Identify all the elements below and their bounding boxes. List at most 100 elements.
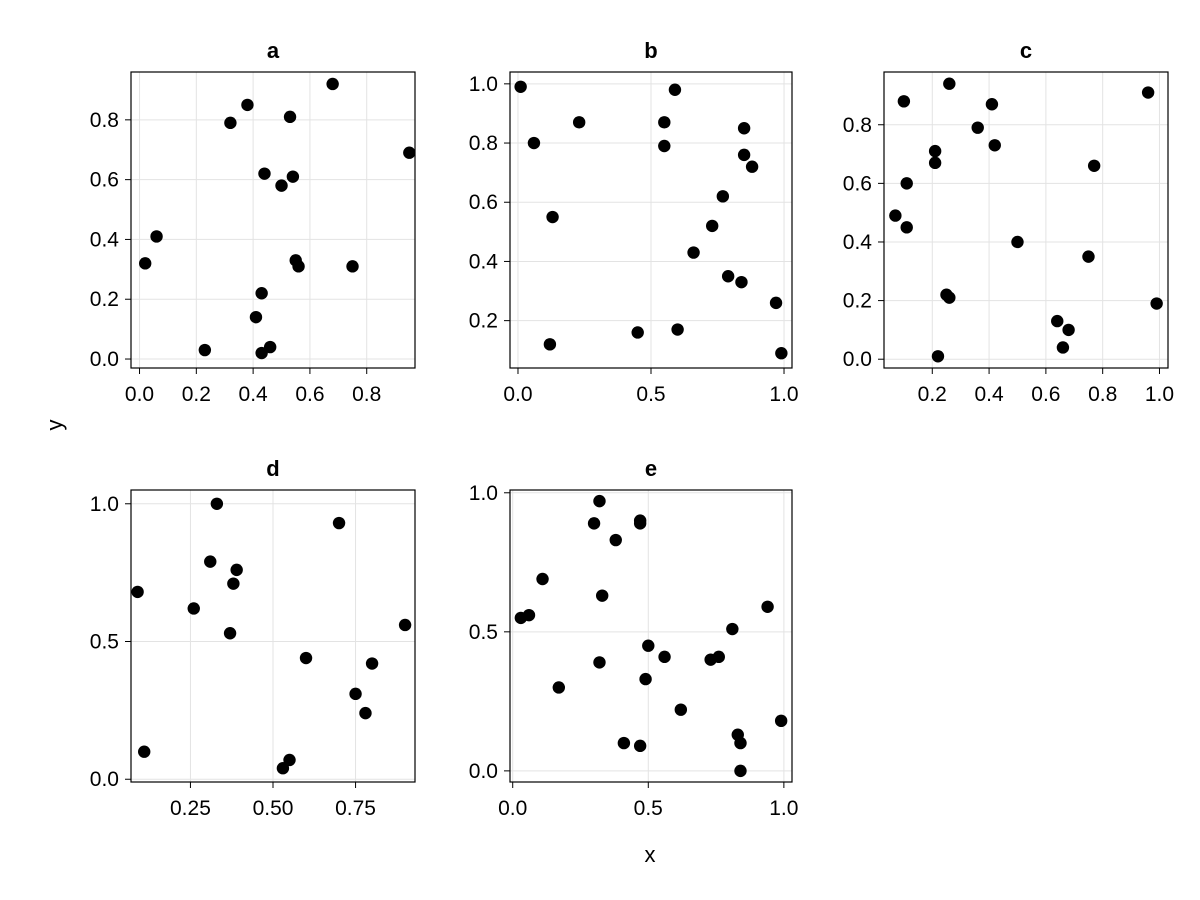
scatter-point [943, 77, 956, 90]
scatter-point [346, 260, 359, 273]
scatter-point [1150, 297, 1163, 310]
x-tick-label: 0.0 [503, 383, 532, 406]
scatter-point [249, 310, 263, 324]
scatter-point [210, 497, 224, 510]
scatter-point [761, 600, 774, 613]
scatter-point [889, 209, 902, 222]
scatter-point [131, 585, 144, 599]
plot-frame [130, 71, 416, 369]
scatter-point [737, 122, 751, 135]
scatter-point [359, 706, 372, 720]
y-tick-label: 0.0 [843, 348, 872, 371]
x-tick-label: 0.75 [335, 797, 376, 820]
scatter-point [639, 672, 652, 686]
scatter-point [633, 739, 647, 753]
scatter-point [745, 160, 759, 173]
x-tick-label: 0.0 [125, 383, 154, 406]
scatter-point [721, 270, 735, 283]
x-tick-label: 0.5 [634, 797, 663, 820]
scatter-point [198, 343, 212, 357]
scatter-point [286, 170, 300, 183]
y-tick-label: 0.0 [469, 760, 498, 783]
y-tick-label: 0.8 [90, 109, 119, 132]
y-tick-label: 0.6 [843, 172, 872, 195]
scatter-point [716, 190, 730, 203]
scatter-point [1056, 341, 1070, 354]
scatter-point [527, 136, 541, 150]
y-tick-label: 0.2 [90, 288, 119, 311]
scatter-point [241, 98, 254, 112]
scatter-point [536, 572, 549, 586]
y-tick-label: 0.5 [90, 631, 119, 654]
scatter-point [403, 146, 416, 159]
y-tick-label: 1.0 [469, 482, 498, 505]
scatter-point [631, 326, 644, 339]
scatter-point [1051, 314, 1064, 328]
scatter-point [587, 517, 601, 530]
scatter-point [593, 494, 606, 508]
x-tick-label: 0.8 [1088, 383, 1117, 406]
y-tick-label: 0.0 [90, 348, 119, 371]
scatter-point [572, 116, 586, 129]
scatter-point [737, 148, 751, 162]
scatter-point [332, 516, 346, 530]
scatter-point [734, 736, 747, 750]
scatter-point [1062, 323, 1075, 337]
scatter-point [593, 656, 606, 669]
plot-frame [509, 489, 793, 783]
scatter-point [633, 517, 647, 530]
x-axis-label: x [645, 842, 656, 867]
y-tick-label: 0.4 [843, 231, 873, 254]
scatter-point [735, 275, 748, 289]
scatter-point [769, 296, 783, 310]
scatter-point [900, 177, 913, 190]
scatter-point [726, 622, 739, 636]
x-tick-label: 0.50 [253, 797, 294, 820]
x-tick-label: 1.0 [1145, 383, 1174, 406]
plot-frame [883, 71, 1169, 369]
scatter-point [943, 291, 956, 304]
scatter-point [617, 736, 631, 750]
scatter-point [900, 221, 913, 234]
x-tick-label: 0.0 [498, 797, 527, 820]
scatter-point [734, 764, 747, 778]
scatter-point [326, 77, 339, 91]
y-tick-label: 0.2 [843, 290, 872, 313]
scatter-point [543, 338, 557, 351]
scatter-point [985, 98, 999, 111]
y-tick-label: 0.4 [90, 228, 120, 251]
scatter-point [668, 83, 682, 96]
y-tick-label: 0.5 [469, 621, 498, 644]
x-tick-label: 0.2 [182, 383, 211, 406]
scatter-point [552, 681, 566, 694]
scatter-point [971, 121, 984, 134]
scatter-point [775, 347, 788, 360]
x-tick-label: 0.6 [295, 383, 324, 406]
scatter-point [227, 577, 240, 590]
panel-title: a [267, 38, 280, 63]
scatter-point [299, 651, 313, 665]
panel-d: 0.25 0.50 0.75 0.0 0.5 1.0 d [90, 456, 416, 820]
scatter-point [150, 230, 163, 243]
scatter-point [230, 563, 243, 577]
x-tick-label: 1.0 [769, 383, 798, 406]
panel-c: 0.2 0.4 0.6 0.8 1.0 0.0 0.2 0.4 0.6 0.8 c [843, 38, 1174, 406]
x-tick-label: 0.25 [170, 797, 211, 820]
panels-group: 0.0 0.2 0.4 0.6 0.8 0.0 0.2 0.4 0.6 0.8 a 0.0 0.5 1.0… [90, 38, 1174, 820]
y-tick-label: 0.6 [469, 191, 498, 214]
scatter-point [263, 340, 277, 354]
scatter-point [258, 167, 271, 180]
y-tick-label: 1.0 [90, 493, 119, 516]
panel-a: 0.0 0.2 0.4 0.6 0.8 0.0 0.2 0.4 0.6 0.8 a [90, 38, 416, 406]
y-tick-label: 0.0 [90, 768, 119, 791]
scatter-point [671, 323, 684, 336]
scatter-point [398, 618, 412, 632]
scatter-point [224, 116, 237, 130]
scatter-point [705, 219, 719, 233]
scatter-point [204, 555, 217, 568]
scatter-point [1141, 86, 1155, 99]
scatter-point [609, 533, 622, 547]
x-tick-label: 0.4 [239, 383, 269, 406]
